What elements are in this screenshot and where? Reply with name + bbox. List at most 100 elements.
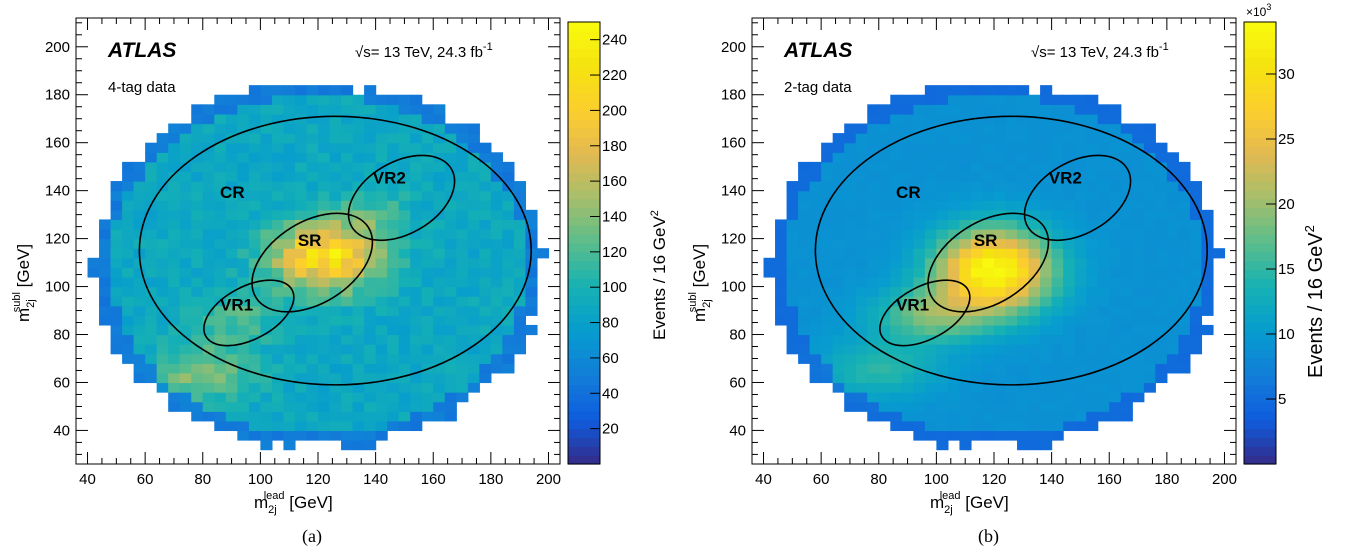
heatmap-cell xyxy=(513,181,527,192)
heatmap-cell xyxy=(225,420,238,432)
heatmap-cell xyxy=(294,85,308,96)
heatmap-cell xyxy=(1097,142,1110,153)
heatmap-cell xyxy=(410,181,423,192)
heatmap-cell xyxy=(214,123,227,134)
heatmap-cell xyxy=(1051,363,1064,374)
heatmap-cell xyxy=(145,267,158,278)
heatmap-cell xyxy=(248,363,261,374)
heatmap-cell xyxy=(490,219,503,230)
heatmap-cell xyxy=(913,372,926,384)
heatmap-cell xyxy=(214,209,227,221)
colorbar-segment xyxy=(1244,384,1276,394)
heatmap-cell xyxy=(387,401,400,412)
heatmap-cell xyxy=(924,190,937,201)
heatmap-cell xyxy=(444,181,457,192)
heatmap-cell xyxy=(225,276,238,288)
heatmap-cell xyxy=(982,296,995,307)
caption-b: (b) xyxy=(978,526,999,547)
heatmap-cell xyxy=(1017,401,1030,412)
heatmap-cell xyxy=(398,142,411,153)
heatmap-cell xyxy=(168,200,181,211)
heatmap-cell xyxy=(1201,229,1214,240)
heatmap-cell xyxy=(225,181,238,192)
heatmap-cell xyxy=(994,392,1007,403)
heatmap-cell xyxy=(479,296,492,307)
heatmap-cell xyxy=(947,257,961,268)
heatmap-cell xyxy=(821,276,834,288)
heatmap-cell xyxy=(410,411,423,422)
heatmap-cell xyxy=(237,276,250,288)
heatmap-cell xyxy=(913,94,926,105)
heatmap-cell xyxy=(1086,267,1099,278)
heatmap-cell xyxy=(375,190,388,201)
heatmap-cell xyxy=(202,324,215,336)
heatmap-cell xyxy=(110,344,123,355)
heatmap-cell xyxy=(202,392,215,403)
heatmap-cell xyxy=(433,181,446,192)
heatmap-cell xyxy=(341,315,354,326)
heatmap-cell xyxy=(341,420,354,432)
heatmap-cell xyxy=(168,248,181,259)
heatmap-cell xyxy=(1040,181,1053,192)
heatmap-cell xyxy=(191,363,204,374)
heatmap-cell xyxy=(294,152,308,163)
heatmap-cell xyxy=(433,267,446,278)
heatmap-cell xyxy=(225,334,238,345)
heatmap-cell xyxy=(375,238,388,249)
heatmap-cell xyxy=(375,113,388,125)
heatmap-cell xyxy=(832,133,845,144)
heatmap-cell xyxy=(959,296,972,307)
heatmap-cell xyxy=(502,229,515,240)
heatmap-b-cells xyxy=(763,85,1226,451)
heatmap-cell xyxy=(133,181,146,192)
heatmap-cell xyxy=(1201,276,1214,288)
heatmap-cell xyxy=(1063,276,1076,288)
heatmap-cell xyxy=(809,353,822,364)
heatmap-cell xyxy=(1120,209,1133,221)
heatmap-cell xyxy=(878,181,891,192)
heatmap-cell xyxy=(387,229,400,240)
heatmap-cell xyxy=(1178,276,1191,288)
y-tick-label: 40 xyxy=(729,422,746,439)
colorbar-tick-label: 220 xyxy=(602,67,627,84)
heatmap-cell xyxy=(1086,200,1099,211)
heatmap-cell xyxy=(1017,411,1030,422)
heatmap-cell xyxy=(179,363,192,374)
heatmap-cell xyxy=(502,181,515,192)
colorbar-segment xyxy=(568,296,600,306)
heatmap-cell xyxy=(191,276,204,288)
heatmap-cell xyxy=(1063,286,1076,297)
heatmap-cell xyxy=(318,430,331,441)
heatmap-cell xyxy=(271,363,285,374)
heatmap-cell xyxy=(890,219,903,230)
colorbar-segment xyxy=(568,446,600,456)
heatmap-cell xyxy=(1040,229,1053,240)
colorbar-segment xyxy=(568,269,600,279)
heatmap-cell xyxy=(352,113,365,125)
heatmap-cell xyxy=(855,219,868,230)
colorbar-segment xyxy=(1244,181,1276,191)
heatmap-cell xyxy=(1143,161,1156,173)
heatmap-cell xyxy=(133,353,146,364)
heatmap-cell xyxy=(936,171,949,182)
heatmap-cell xyxy=(1132,229,1145,240)
heatmap-cell xyxy=(1086,209,1099,221)
heatmap-cell xyxy=(352,353,365,364)
heatmap-cell xyxy=(260,200,273,211)
heatmap-cell xyxy=(225,248,238,259)
heatmap-cell xyxy=(329,257,342,268)
heatmap-cell xyxy=(821,209,834,221)
heatmap-cell xyxy=(890,142,903,153)
heatmap-cell xyxy=(421,344,434,355)
heatmap-cell xyxy=(283,344,296,355)
heatmap-cell xyxy=(982,392,995,403)
heatmap-cell xyxy=(271,353,285,364)
heatmap-cell xyxy=(329,382,342,393)
x-tick-label: 160 xyxy=(421,471,446,488)
heatmap-cell xyxy=(1063,315,1076,326)
region-label-cr: CR xyxy=(220,183,245,202)
heatmap-cell xyxy=(1155,334,1168,345)
heatmap-cell xyxy=(890,344,903,355)
heatmap-cell xyxy=(375,334,388,345)
heatmap-cell xyxy=(398,372,411,384)
